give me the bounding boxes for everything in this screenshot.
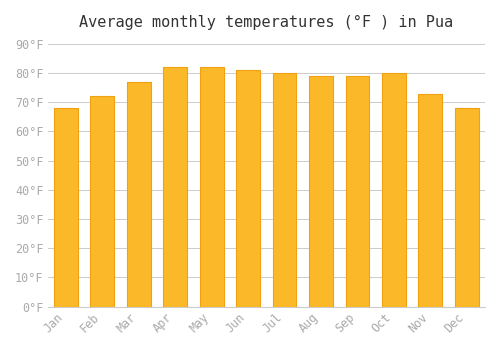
Bar xyxy=(164,67,187,307)
Bar xyxy=(346,76,370,307)
Bar xyxy=(382,73,406,307)
Bar xyxy=(127,82,150,307)
Bar xyxy=(309,76,333,307)
Bar xyxy=(54,108,78,307)
Bar xyxy=(236,70,260,307)
Bar xyxy=(90,97,114,307)
Bar xyxy=(272,73,296,307)
Bar xyxy=(418,93,442,307)
Title: Average monthly temperatures (°F ) in Pua: Average monthly temperatures (°F ) in Pu… xyxy=(80,15,454,30)
Bar xyxy=(455,108,478,307)
Bar xyxy=(200,67,224,307)
